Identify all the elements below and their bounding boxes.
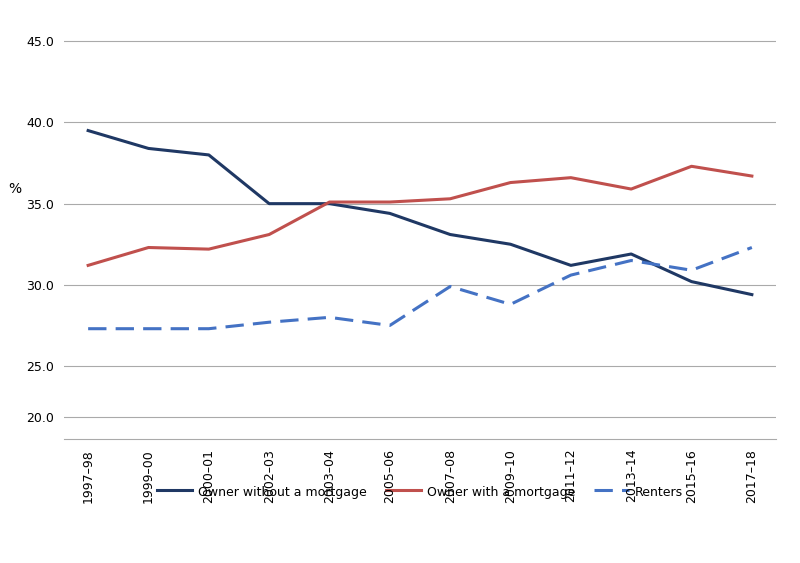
Owner with a mortgage <box>506 179 515 186</box>
Owner without a mortgage <box>686 278 696 285</box>
Owner without a mortgage <box>506 241 515 248</box>
Owner with a mortgage <box>747 173 757 180</box>
Owner with a mortgage <box>385 199 394 205</box>
Renters <box>566 272 576 279</box>
Renters <box>626 257 636 264</box>
Owner without a mortgage <box>204 151 214 158</box>
Owner with a mortgage <box>144 244 154 251</box>
Owner with a mortgage <box>626 186 636 193</box>
Line: Owner with a mortgage: Owner with a mortgage <box>88 166 752 265</box>
Line: Renters: Renters <box>88 248 752 329</box>
Owner without a mortgage <box>747 291 757 298</box>
Renters <box>264 319 274 325</box>
Owner without a mortgage <box>264 200 274 207</box>
Owner without a mortgage <box>626 251 636 257</box>
Owner with a mortgage <box>686 163 696 169</box>
Renters <box>325 314 334 321</box>
Owner without a mortgage <box>83 127 93 134</box>
Renters <box>144 325 154 332</box>
Owner without a mortgage <box>566 262 576 269</box>
Owner without a mortgage <box>385 210 394 217</box>
Renters <box>686 267 696 274</box>
Owner with a mortgage <box>566 175 576 181</box>
Owner without a mortgage <box>325 200 334 207</box>
Owner with a mortgage <box>446 195 455 202</box>
Renters <box>204 325 214 332</box>
Renters <box>385 322 394 329</box>
Renters <box>83 325 93 332</box>
Owner with a mortgage <box>264 231 274 238</box>
Y-axis label: %: % <box>9 181 22 195</box>
Owner with a mortgage <box>204 245 214 252</box>
Owner with a mortgage <box>325 199 334 205</box>
Owner without a mortgage <box>144 145 154 152</box>
Legend: Owner without a mortgage, Owner with a mortgage, Renters: Owner without a mortgage, Owner with a m… <box>152 480 688 504</box>
Owner without a mortgage <box>446 231 455 238</box>
Renters <box>506 301 515 308</box>
Owner with a mortgage <box>83 262 93 269</box>
Line: Owner without a mortgage: Owner without a mortgage <box>88 131 752 294</box>
Renters <box>446 283 455 290</box>
Renters <box>747 244 757 251</box>
